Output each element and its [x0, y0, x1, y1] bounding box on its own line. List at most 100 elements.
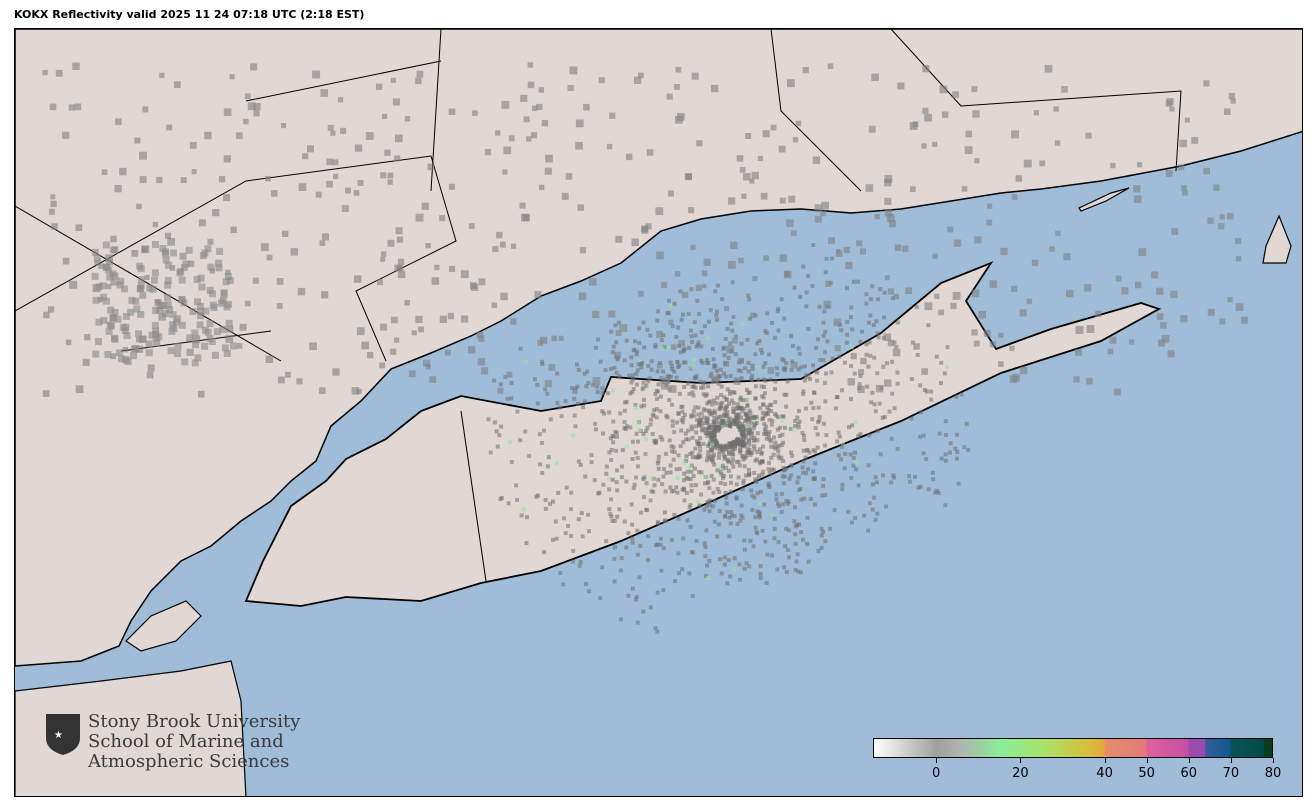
staten-island [125, 600, 202, 652]
radar-echo-pixel [606, 143, 613, 150]
radar-echo-pixel [629, 380, 634, 385]
radar-echo-pixel [609, 448, 614, 453]
radar-echo-pixel [664, 470, 669, 475]
radar-echo-pixel [472, 110, 478, 116]
radar-echo-pixel [677, 466, 682, 471]
radar-echo-pixel [748, 316, 753, 321]
radar-echo-pixel [1053, 106, 1059, 112]
radar-echo-pixel [702, 324, 707, 329]
radar-echo-pixel [701, 270, 708, 277]
radar-echo-pixel [779, 443, 784, 448]
radar-echo-pixel [660, 369, 665, 374]
radar-echo-pixel [758, 564, 763, 569]
radar-echo-pixel [875, 331, 880, 336]
radar-echo-pixel [668, 463, 673, 468]
radar-echo-pixel [840, 482, 845, 487]
radar-map[interactable] [14, 28, 1303, 797]
radar-echo-pixel [1075, 349, 1082, 356]
radar-echo-pixel [253, 103, 261, 111]
radar-echo-pixel [763, 539, 768, 544]
radar-echo-pixel [392, 98, 400, 106]
radar-echo-pixel [739, 167, 746, 173]
radar-echo-pixel [796, 367, 801, 372]
radar-echo-pixel [947, 226, 954, 233]
radar-echo-pixel [1107, 348, 1114, 355]
radar-echo-pixel [819, 546, 824, 551]
radar-echo-pixel [656, 309, 661, 314]
radar-echo-pixel [615, 514, 620, 519]
radar-echo-pixel [746, 467, 751, 472]
radar-echo-pixel [730, 457, 735, 462]
radar-echo-pixel [780, 502, 785, 507]
radar-echo-pixel [418, 326, 424, 333]
radar-echo-pixel [874, 319, 879, 324]
radar-echo-pixel [624, 338, 629, 343]
radar-echo-pixel [724, 465, 729, 470]
radar-echo-pixel [779, 297, 784, 302]
radar-echo-pixel [728, 521, 733, 526]
radar-echo-pixel [600, 386, 605, 391]
radar-echo-pixel [922, 65, 930, 73]
radar-echo-pixel [864, 352, 869, 357]
radar-echo-pixel [674, 84, 680, 90]
radar-echo-pixel [798, 294, 803, 299]
radar-echo-pixel [809, 400, 814, 405]
radar-echo-pixel [732, 390, 737, 395]
radar-echo-pixel [792, 285, 797, 290]
radar-echo-pixel [607, 487, 612, 492]
radar-echo-pixel [779, 491, 784, 496]
radar-echo-pixel [972, 110, 980, 118]
radar-echo-pixel [921, 368, 929, 375]
radar-echo-pixel [218, 176, 226, 183]
radar-echo-pixel [796, 422, 801, 427]
radar-echo-pixel [687, 505, 692, 510]
radar-echo-pixel [956, 481, 961, 486]
radar-echo-pixel [989, 280, 998, 288]
radar-echo-pixel [686, 428, 691, 433]
radar-echo-pixel [332, 159, 339, 166]
radar-echo-pixel [167, 238, 175, 246]
radar-echo-pixel [725, 387, 730, 392]
radar-echo-pixel [860, 329, 865, 334]
radar-echo-pixel [959, 392, 964, 397]
radar-echo-pixel [558, 335, 564, 341]
radar-echo-pixel [727, 261, 736, 269]
radar-echo-pixel [679, 418, 684, 423]
radar-echo-pixel [678, 339, 685, 347]
radar-echo-pixel [543, 387, 548, 392]
radar-echo-pixel [109, 314, 117, 322]
radar-echo-pixel [101, 169, 108, 175]
radar-echo-pixel [589, 278, 597, 286]
radar-echo-pixel [379, 362, 386, 369]
radar-echo-pixel [297, 287, 306, 296]
radar-echo-pixel [668, 470, 673, 475]
radar-echo-pixel [736, 424, 741, 429]
radar-echo-pixel [762, 413, 767, 418]
radar-echo-pixel [823, 329, 828, 334]
radar-echo-pixel [1075, 326, 1084, 334]
radar-echo-pixel [966, 447, 971, 452]
radar-echo-pixel [736, 368, 741, 373]
radar-echo-pixel [163, 294, 171, 302]
radar-echo-pixel [789, 334, 794, 339]
radar-echo-pixel [777, 433, 782, 438]
radar-echo-pixel [642, 403, 647, 408]
radar-echo-pixel [723, 421, 728, 426]
radar-echo-pixel [425, 364, 431, 370]
radar-echo-pixel [724, 501, 729, 506]
radar-echo-pixel [732, 422, 737, 427]
radar-echo-pixel [675, 476, 680, 481]
radar-echo-pixel [380, 256, 386, 262]
colorbar-tick-label: 70 [1222, 766, 1240, 781]
radar-echo-pixel [738, 397, 743, 402]
radar-echo-pixel [741, 478, 746, 483]
radar-echo-pixel [707, 319, 712, 324]
radar-echo-pixel [634, 431, 639, 436]
radar-echo-pixel [786, 79, 795, 88]
radar-echo-pixel [820, 493, 825, 498]
radar-echo-pixel [715, 395, 720, 400]
radar-echo-pixel [173, 81, 181, 88]
radar-echo-pixel [853, 515, 858, 520]
radar-echo-pixel [731, 401, 736, 406]
radar-echo-pixel [763, 391, 768, 396]
